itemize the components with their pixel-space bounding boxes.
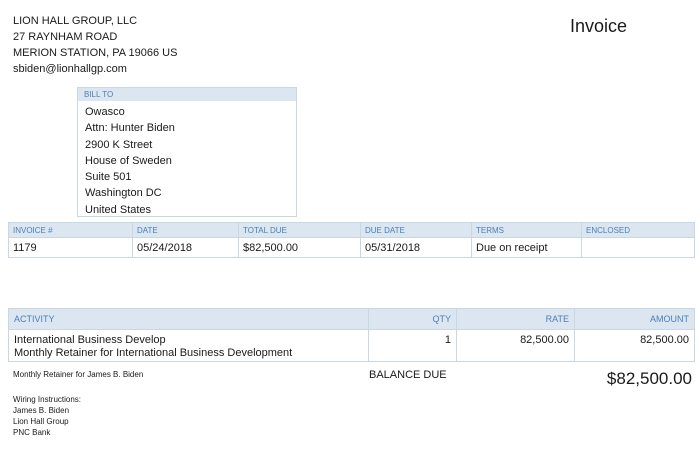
- company-address-line2: MERION STATION, PA 19066 US: [13, 47, 178, 59]
- memo-text: Monthly Retainer for James B. Biden: [13, 370, 144, 379]
- company-block: LION HALL GROUP, LLC 27 RAYNHAM ROAD MER…: [13, 13, 177, 77]
- header-terms: TERMS: [471, 222, 582, 238]
- activity-table: ACTIVITY QTY RATE AMOUNT International B…: [8, 308, 695, 362]
- bill-to-line: 2900 K Street: [85, 138, 153, 151]
- header-amount: AMOUNT: [574, 308, 695, 330]
- table-row: International Business Develop Monthly R…: [8, 329, 695, 362]
- invoice-number: 1179: [8, 237, 133, 258]
- header-rate: RATE: [456, 308, 575, 330]
- header-due-date: DUE DATE: [360, 222, 472, 238]
- bill-to-line: House of Sweden: [85, 154, 172, 167]
- wiring-line: PNC Bank: [13, 428, 51, 437]
- invoice-date: 05/24/2018: [132, 237, 239, 258]
- wiring-instructions: Wiring Instructions: James B. Biden Lion…: [13, 394, 81, 438]
- bill-to-line: Owasco: [85, 106, 125, 118]
- total-due: $82,500.00: [238, 237, 361, 258]
- wiring-line: Lion Hall Group: [13, 417, 69, 426]
- activity-rate: 82,500.00: [456, 329, 575, 362]
- header-invoice-number: INVOICE #: [8, 222, 133, 238]
- invoice-info-table: INVOICE # DATE TOTAL DUE DUE DATE TERMS …: [8, 222, 695, 258]
- header-date: DATE: [132, 222, 239, 238]
- bill-to-line: Attn: Hunter Biden: [85, 122, 175, 135]
- bill-to-line: United States: [85, 203, 152, 216]
- activity-header-row: ACTIVITY QTY RATE AMOUNT: [8, 308, 695, 330]
- company-address-line1: 27 RAYNHAM ROAD: [13, 31, 118, 43]
- balance-due-value: $82,500.00: [606, 369, 692, 388]
- bill-to-line: Washington DC: [85, 187, 162, 200]
- company-name: LION HALL GROUP, LLC: [13, 15, 138, 27]
- invoice-info-value-row: 1179 05/24/2018 $82,500.00 05/31/2018 Du…: [8, 237, 695, 258]
- activity-name: International Business Develop: [14, 334, 166, 346]
- header-activity: ACTIVITY: [8, 308, 369, 330]
- header-total-due: TOTAL DUE: [238, 222, 361, 238]
- balance-due-label: BALANCE DUE: [369, 369, 447, 381]
- bill-to-line: Suite 501: [85, 171, 132, 184]
- enclosed: [581, 237, 695, 258]
- header-qty: QTY: [368, 308, 457, 330]
- bill-to-header: BILL TO: [78, 88, 296, 101]
- bill-to-box: BILL TO Owasco Attn: Hunter Biden 2900 K…: [77, 87, 297, 217]
- due-date: 05/31/2018: [360, 237, 472, 258]
- header-enclosed: ENCLOSED: [581, 222, 695, 238]
- activity-amount: 82,500.00: [574, 329, 695, 362]
- company-email: sbiden@lionhallgp.com: [13, 63, 127, 75]
- terms: Due on receipt: [471, 237, 582, 258]
- wiring-title: Wiring Instructions:: [13, 395, 82, 404]
- activity-description: Monthly Retainer for International Busin…: [14, 347, 293, 359]
- invoice-info-header-row: INVOICE # DATE TOTAL DUE DUE DATE TERMS …: [8, 222, 695, 238]
- activity-cell: International Business Develop Monthly R…: [8, 329, 369, 362]
- activity-qty: 1: [368, 329, 457, 362]
- wiring-line: James B. Biden: [13, 406, 70, 415]
- document-title: Invoice: [570, 16, 628, 36]
